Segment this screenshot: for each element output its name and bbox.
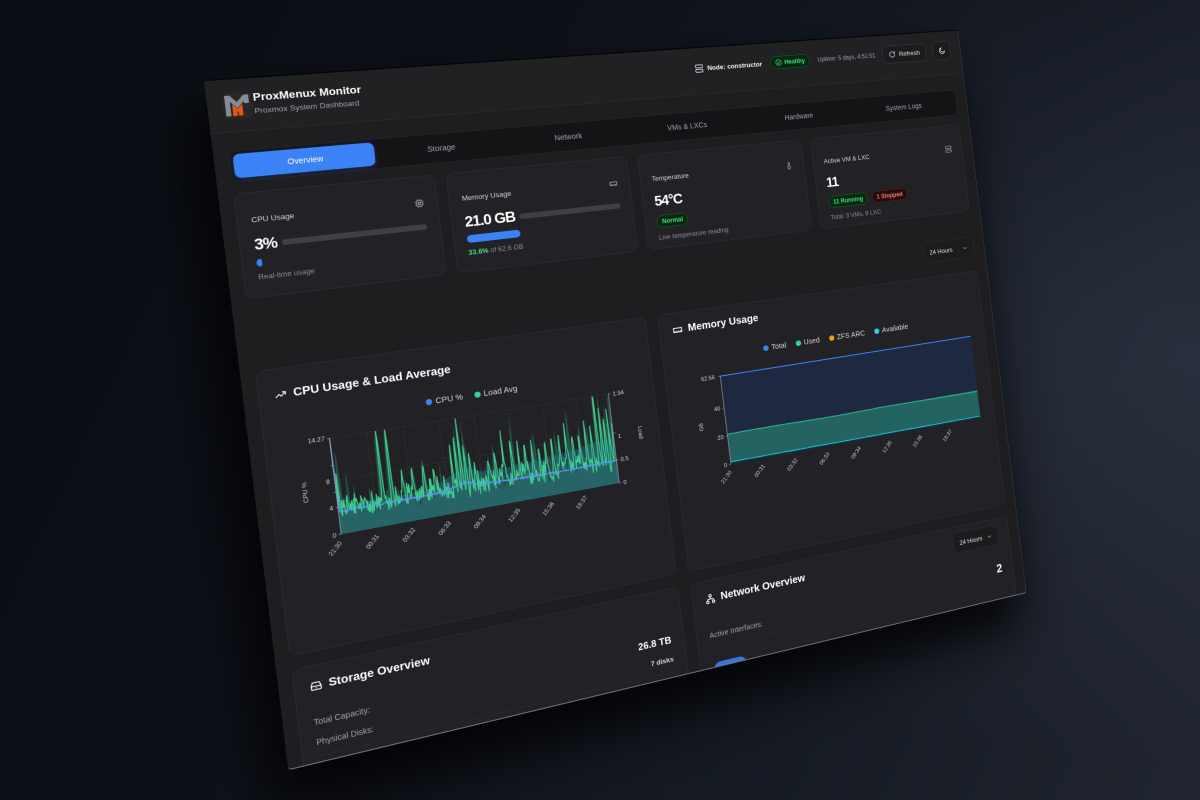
svg-text:21:30: 21:30 <box>720 470 733 485</box>
svg-text:8: 8 <box>326 479 331 486</box>
svg-text:09:34: 09:34 <box>851 446 863 461</box>
svg-text:00:31: 00:31 <box>365 534 381 551</box>
svg-text:0: 0 <box>332 533 337 540</box>
svg-text:03:32: 03:32 <box>787 458 799 473</box>
svg-text:0.5: 0.5 <box>620 456 629 463</box>
svg-text:GB: GB <box>699 422 706 431</box>
svg-text:0: 0 <box>623 480 627 486</box>
svg-text:12:35: 12:35 <box>882 440 894 454</box>
svg-text:09:34: 09:34 <box>473 514 488 530</box>
svg-text:06:33: 06:33 <box>438 520 453 536</box>
svg-text:18:37: 18:37 <box>575 495 589 511</box>
svg-text:15:36: 15:36 <box>912 434 924 448</box>
svg-text:Load: Load <box>636 426 643 440</box>
svg-text:4: 4 <box>329 506 334 513</box>
svg-text:62.56: 62.56 <box>701 375 716 383</box>
svg-text:21:30: 21:30 <box>328 541 344 558</box>
svg-text:CPU %: CPU % <box>301 482 310 504</box>
svg-text:1: 1 <box>618 434 622 440</box>
svg-text:15:36: 15:36 <box>542 501 556 517</box>
svg-text:20: 20 <box>717 435 724 442</box>
svg-text:14.27: 14.27 <box>307 436 325 445</box>
svg-text:03:32: 03:32 <box>402 527 417 544</box>
svg-text:0: 0 <box>724 463 728 469</box>
svg-text:06:33: 06:33 <box>819 452 831 467</box>
svg-text:40: 40 <box>714 407 721 414</box>
svg-text:12:35: 12:35 <box>508 507 523 523</box>
svg-text:00:31: 00:31 <box>754 464 767 479</box>
svg-text:1.94: 1.94 <box>612 390 624 398</box>
svg-text:18:37: 18:37 <box>942 429 953 443</box>
